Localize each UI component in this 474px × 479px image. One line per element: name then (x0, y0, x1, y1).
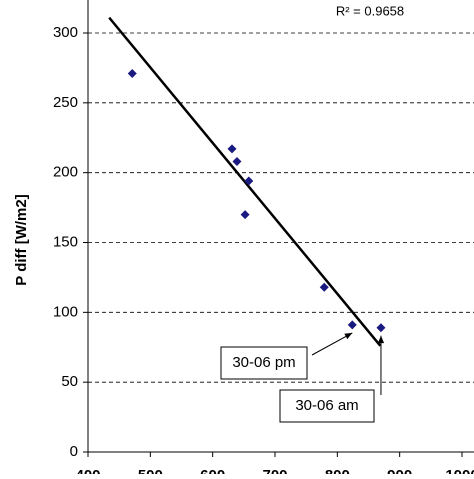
y-tick-label: 250 (53, 94, 78, 111)
trendline (108, 16, 382, 347)
arrow-head (377, 335, 385, 344)
annotation-box (279, 389, 375, 423)
data-point (244, 176, 254, 186)
y-tick-label: 300 (53, 24, 78, 41)
x-tick-label: 1000 (445, 467, 474, 474)
y-tick-label: 150 (53, 233, 78, 250)
y-tick-label: 50 (61, 373, 78, 390)
data-point (347, 320, 357, 330)
data-point (240, 210, 250, 220)
x-tick-label: 700 (262, 467, 287, 474)
arrow-head (344, 332, 353, 340)
annotation-text: 30-06 pm (232, 354, 295, 371)
annotation-text: 30-06 am (295, 397, 358, 414)
y-axis-label: P diff [W/m2] (13, 194, 30, 285)
data-point (376, 323, 386, 333)
y-tick-label: 200 (53, 164, 78, 181)
x-tick-label: 600 (200, 467, 225, 474)
x-tick-label: 800 (325, 467, 350, 474)
x-tick-label: 400 (75, 467, 100, 474)
annotation-box (220, 346, 308, 380)
x-tick-label: 500 (138, 467, 163, 474)
r2-annotation: R² = 0.9658 (336, 3, 404, 18)
x-tick-label: 900 (387, 467, 412, 474)
y-tick-label: 0 (70, 443, 78, 460)
data-point (127, 69, 137, 79)
annotation-arrow (311, 332, 353, 356)
data-point (319, 282, 329, 292)
data-point (232, 156, 242, 166)
y-tick-label: 100 (53, 303, 78, 320)
data-point (227, 144, 237, 154)
